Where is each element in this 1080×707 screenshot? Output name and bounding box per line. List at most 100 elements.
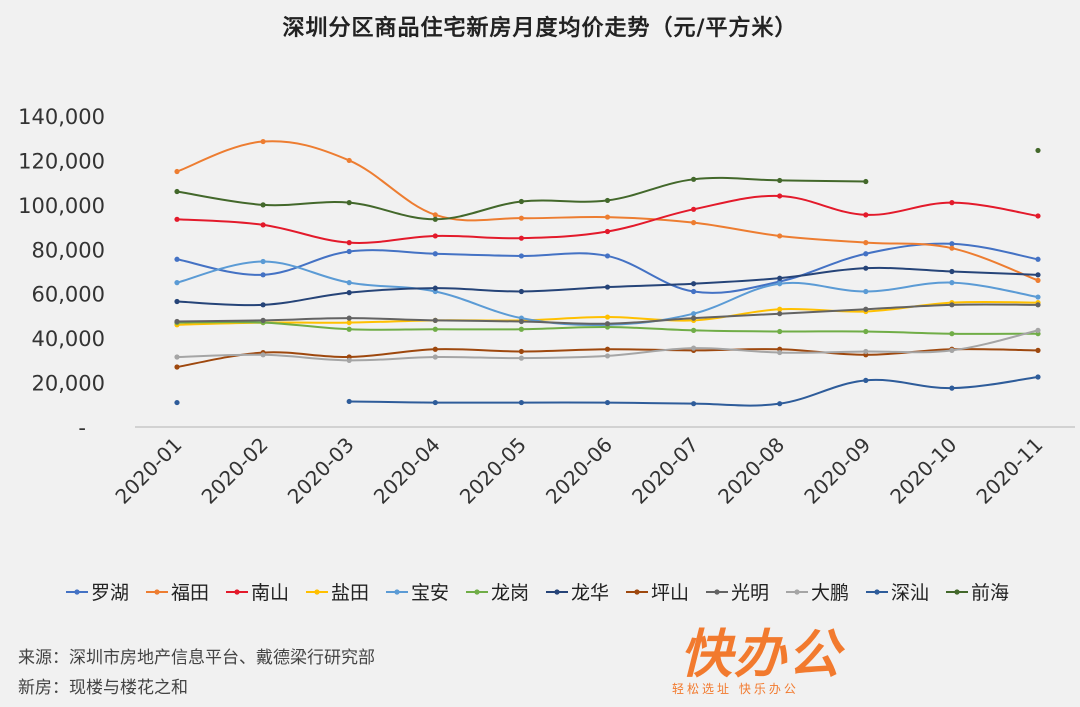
data-point bbox=[949, 268, 955, 275]
y-tick-label: 60,000 bbox=[32, 283, 105, 307]
data-point bbox=[949, 280, 955, 286]
x-tick-label: 2020-10 bbox=[885, 433, 961, 509]
legend-item: 光明 bbox=[706, 582, 769, 604]
data-point bbox=[346, 248, 352, 255]
data-point bbox=[432, 233, 438, 239]
data-point bbox=[346, 398, 352, 405]
data-point bbox=[174, 318, 180, 325]
legend-marker bbox=[314, 589, 320, 595]
data-point bbox=[174, 399, 180, 406]
data-point bbox=[174, 298, 180, 305]
data-point bbox=[346, 326, 352, 332]
legend-marker bbox=[234, 589, 240, 595]
data-point bbox=[518, 348, 525, 355]
legend-label: 大鹏 bbox=[811, 582, 849, 604]
data-point bbox=[174, 280, 180, 286]
y-axis: - 20,000 40,000 60,000 80,000 100,000 120,000 1… bbox=[18, 105, 105, 440]
y-tick-label: - bbox=[78, 416, 86, 440]
x-axis: 2020-01 2020-02 2020-03 2020-04 2020-05 2020-… bbox=[110, 433, 1047, 509]
data-point bbox=[949, 200, 955, 206]
legend-item: 罗湖 bbox=[66, 582, 129, 604]
data-point bbox=[346, 240, 352, 246]
legend-item: 宝安 bbox=[386, 582, 449, 604]
data-point bbox=[777, 306, 783, 312]
legend-marker bbox=[474, 589, 480, 595]
data-point bbox=[863, 348, 869, 355]
data-point bbox=[604, 321, 611, 327]
legend-label: 宝安 bbox=[411, 582, 449, 604]
data-point bbox=[174, 364, 180, 370]
data-point bbox=[691, 315, 697, 321]
data-point bbox=[949, 245, 955, 251]
data-point bbox=[691, 220, 697, 226]
legend: 罗湖 福田 南山 盐田 宝安 龙岗 龙华 坪山 光明 大鹏 深汕 前海 bbox=[66, 582, 1009, 604]
legend-label: 光明 bbox=[731, 582, 769, 604]
data-point bbox=[604, 314, 611, 320]
data-point bbox=[777, 328, 783, 335]
brand-logo: 快办公 轻松选址 快乐办公 bbox=[672, 612, 862, 700]
legend-label: 福田 bbox=[171, 582, 209, 604]
data-point bbox=[691, 288, 697, 295]
legend-item: 福田 bbox=[146, 582, 209, 604]
legend-marker bbox=[394, 589, 400, 595]
y-tick-label: 40,000 bbox=[32, 327, 105, 351]
series-line bbox=[176, 303, 1039, 325]
data-point bbox=[432, 216, 438, 222]
data-point bbox=[346, 280, 352, 286]
x-tick-label: 2020-05 bbox=[455, 433, 531, 509]
series-line bbox=[176, 140, 1039, 282]
y-tick-label: 120,000 bbox=[18, 149, 105, 173]
data-point bbox=[260, 138, 266, 145]
data-point bbox=[949, 331, 955, 337]
data-point bbox=[346, 157, 352, 164]
data-point bbox=[777, 193, 783, 199]
series-3 bbox=[174, 193, 1041, 246]
data-point bbox=[949, 347, 955, 353]
series-9 bbox=[174, 302, 1041, 327]
data-point bbox=[604, 346, 611, 352]
x-tick-label: 2020-01 bbox=[110, 433, 186, 509]
data-point bbox=[691, 311, 697, 317]
x-tick-label: 2020-11 bbox=[971, 433, 1047, 509]
legend-marker bbox=[634, 589, 640, 595]
data-point bbox=[518, 253, 525, 259]
data-point bbox=[432, 354, 438, 360]
data-point bbox=[604, 214, 611, 220]
data-point bbox=[863, 178, 869, 185]
data-point bbox=[691, 176, 697, 182]
data-point bbox=[863, 306, 869, 312]
data-point bbox=[863, 240, 869, 246]
data-point bbox=[432, 285, 438, 291]
legend-label: 深汕 bbox=[891, 582, 929, 604]
data-point bbox=[777, 177, 783, 184]
data-point bbox=[777, 281, 783, 287]
data-point bbox=[777, 233, 783, 239]
legend-label: 龙华 bbox=[571, 582, 609, 604]
data-point bbox=[346, 319, 352, 326]
data-point bbox=[518, 215, 525, 221]
legend-marker bbox=[554, 589, 560, 595]
data-point bbox=[1035, 374, 1041, 380]
data-point bbox=[174, 256, 180, 262]
legend-label: 盐田 bbox=[331, 582, 369, 604]
legend-label: 龙岗 bbox=[491, 582, 529, 604]
data-point bbox=[604, 253, 611, 259]
data-point bbox=[518, 326, 525, 332]
data-point bbox=[1035, 147, 1041, 154]
data-point bbox=[260, 222, 266, 228]
data-point bbox=[777, 349, 783, 356]
series-line bbox=[176, 176, 866, 221]
legend-label: 坪山 bbox=[651, 582, 689, 604]
legend-label: 罗湖 bbox=[91, 582, 129, 604]
y-tick-label: 100,000 bbox=[18, 194, 105, 218]
data-point bbox=[432, 399, 438, 406]
logo-text: 快办公 bbox=[680, 625, 843, 685]
data-point bbox=[432, 326, 438, 332]
chart-title: 深圳分区商品住宅新房月度均价走势（元/平方米） bbox=[282, 16, 798, 41]
y-tick-label: 20,000 bbox=[32, 372, 105, 396]
x-tick-label: 2020-06 bbox=[541, 433, 617, 509]
series-7 bbox=[174, 265, 1041, 308]
data-point bbox=[863, 288, 869, 295]
data-point bbox=[863, 328, 869, 335]
data-point bbox=[777, 311, 783, 317]
